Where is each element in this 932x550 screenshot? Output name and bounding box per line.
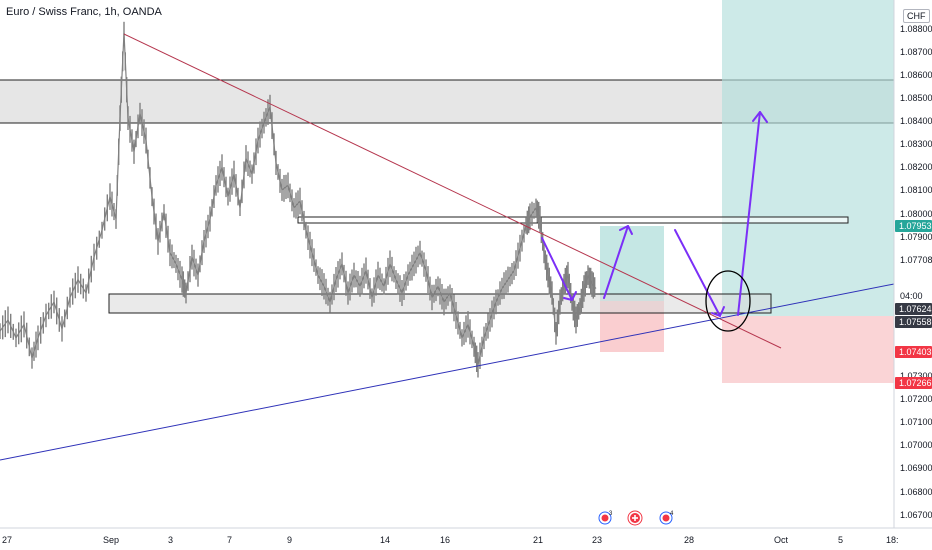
position2-stop-zone[interactable]	[722, 316, 894, 383]
price-tag[interactable]: 1.07624	[895, 303, 932, 315]
x-tick-label: Sep	[103, 535, 119, 545]
earnings-event-3-icon: 3	[598, 511, 613, 525]
y-tick-label: 1.08800	[900, 24, 932, 34]
y-tick-label: 1.06900	[900, 463, 932, 473]
x-tick-label: 18:	[886, 535, 899, 545]
breakout-circle[interactable]	[705, 270, 751, 332]
y-tick-label: 1.07100	[900, 417, 932, 427]
x-tick-label: 14	[380, 535, 390, 545]
x-tick-label: 7	[227, 535, 232, 545]
price-tag-label: 1.07266	[899, 378, 932, 388]
price-tag-label: 1.07624	[899, 304, 932, 314]
arrow-up-2	[737, 111, 761, 316]
event-icons[interactable]: 3 4	[598, 510, 674, 526]
price-tag-background	[895, 346, 932, 358]
y-tick-label: 1.07900	[900, 232, 932, 242]
y-tick-label: 1.07000	[900, 440, 932, 450]
earnings-event-4-label: 4	[670, 511, 674, 517]
position1-target-zone[interactable]	[600, 226, 664, 301]
y-tick-label: 1.08700	[900, 47, 932, 57]
x-axis[interactable]: 27 Sep 3 7 9 14 16 21 23 28 Oct 5 18:	[2, 535, 899, 545]
x-tick-label: 9	[287, 535, 292, 545]
x-tick-label: 23	[592, 535, 602, 545]
price-tag-background	[895, 220, 932, 232]
y-tick-label: 1.08000	[900, 209, 932, 219]
y-tick-label: 1.06800	[900, 487, 932, 497]
x-tick-label: 16	[440, 535, 450, 545]
price-tag[interactable]: 1.07953	[895, 220, 932, 232]
central-bank-event-icon	[627, 510, 643, 526]
y-tick-label: 1.06700	[900, 510, 932, 520]
price-series	[0, 21, 597, 378]
y-tick-label: 04:00	[900, 291, 923, 301]
y-tick-label: 1.08600	[900, 70, 932, 80]
symbol-title: Euro / Swiss Franc, 1h, OANDA	[6, 6, 162, 18]
earnings-event-3-label: 3	[609, 511, 613, 517]
currency-badge[interactable]: CHF	[903, 9, 930, 23]
y-tick-label: 1.08100	[900, 185, 932, 195]
x-tick-label: 3	[168, 535, 173, 545]
price-tag-label: 1.07953	[899, 221, 932, 231]
price-tag-background	[895, 316, 932, 328]
price-tag-label: 1.07403	[899, 347, 932, 357]
y-tick-label: 1.08200	[900, 162, 932, 172]
arrow-down-1-head	[563, 291, 577, 301]
arrow-up-1	[603, 225, 629, 299]
arrow-down-1	[541, 237, 573, 301]
y-axis[interactable]: 1.08800 1.08700 1.08600 1.08500 1.08400 1.083…	[900, 24, 932, 520]
y-tick-label: 1.08300	[900, 139, 932, 149]
uptrend-line[interactable]	[0, 283, 895, 461]
y-tick-label: 1.07200	[900, 394, 932, 404]
x-tick-label: 27	[2, 535, 12, 545]
arrow-down-2	[674, 229, 721, 317]
y-tick-label: 1.07300	[900, 371, 932, 381]
price-tag-label: 1.07558	[899, 317, 932, 327]
price-tags[interactable]: 1.07953 1.07624 1.07558 1.07403 1.07266	[895, 220, 932, 389]
arrow-up-1-head	[619, 225, 633, 235]
price-tag-background	[895, 377, 932, 389]
price-tag[interactable]: 1.07266	[895, 377, 932, 389]
downtrend-line[interactable]	[123, 33, 782, 349]
position2-target-zone[interactable]	[722, 0, 894, 316]
arrow-up-2-head	[752, 111, 768, 123]
arrow-down-2-head	[711, 306, 725, 317]
resistance-box[interactable]	[297, 216, 849, 224]
y-tick-label: 1.08500	[900, 93, 932, 103]
y-tick-label: 1.08400	[900, 116, 932, 126]
x-tick-label: Oct	[774, 535, 789, 545]
y-tick-label: 1.07708	[900, 255, 932, 265]
projection-arrows[interactable]	[541, 111, 768, 317]
x-tick-label: 5	[838, 535, 843, 545]
x-tick-label: 28	[684, 535, 694, 545]
price-tag[interactable]: 1.07558	[895, 316, 932, 328]
price-tag-background	[895, 303, 932, 315]
x-tick-label: 21	[533, 535, 543, 545]
price-scale-background[interactable]	[894, 0, 932, 528]
price-tag[interactable]: 1.07403	[895, 346, 932, 358]
earnings-event-4-icon: 4	[659, 511, 674, 525]
